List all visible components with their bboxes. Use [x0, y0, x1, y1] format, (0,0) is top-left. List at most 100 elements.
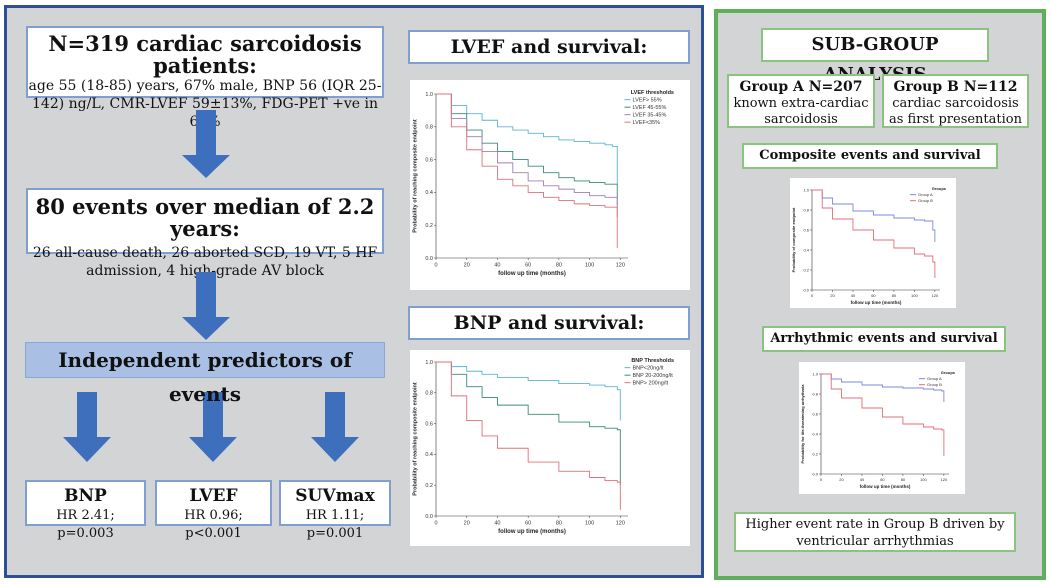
group-b-title: Group B N=112	[893, 79, 1018, 95]
series-line	[821, 373, 945, 402]
x-tick-label: 20	[464, 263, 470, 269]
x-tick-label: 20	[839, 477, 844, 482]
x-tick-label: 60	[525, 263, 531, 269]
predictor-name: BNP	[64, 486, 107, 506]
y-axis-label: Probability of reaching composite endpoi…	[413, 119, 419, 233]
x-tick-label: 100	[911, 293, 918, 298]
legend-entry: Group A	[918, 192, 933, 197]
x-tick-label: 120	[932, 293, 939, 298]
x-tick-label: 120	[616, 263, 625, 269]
legend-entry: Group B	[918, 198, 933, 203]
subgroup-title-box: SUB-GROUP ANALYSIS	[761, 28, 989, 85]
bnp-title: BNP and survival:	[453, 312, 645, 334]
y-axis-label: Probability for life-threatening arrhyth…	[800, 384, 805, 464]
events-title: 80 events over median of 2.2 years:	[35, 194, 375, 241]
legend-entry: LVEF 35-45%	[633, 113, 667, 119]
down-arrow-suvmax	[311, 392, 359, 462]
conclusion-text: Higher event rate in Group B driven by v…	[745, 517, 1005, 549]
group-b-text: cardiac sarcoidosis as first presentatio…	[889, 96, 1022, 127]
y-tick-label: 1.0	[425, 92, 433, 98]
series-line	[821, 373, 945, 456]
x-tick-label: 100	[585, 521, 594, 527]
series-line	[436, 93, 618, 185]
down-arrow-bnp	[63, 392, 111, 462]
predictors-bar: Independent predictors of events	[25, 342, 385, 406]
x-tick-label: 60	[525, 521, 531, 527]
legend-entry: BNP 20-200ng/lt	[633, 373, 674, 379]
x-tick-label: 60	[871, 293, 876, 298]
arrhythmic-survival-chart: 0 20 40 60 80 100 120 0.0 0.2 0.4 0.6 0.8 1.0 follow …	[799, 362, 965, 494]
series-line	[436, 361, 621, 421]
x-tick-label: 0	[811, 293, 814, 298]
group-b-box: Group B N=112 cardiac sarcoidosis as fir…	[882, 74, 1029, 128]
group-a-text: known extra-cardiac sarcoidosis	[733, 96, 869, 127]
down-arrow-lvef	[189, 392, 237, 462]
y-axis-label: Probability of composite endpoint	[791, 207, 796, 272]
flow-arrows	[63, 110, 359, 462]
events-box: 80 events over median of 2.2 years: 26 a…	[26, 188, 384, 279]
legend-entry: LVEF 45-55%	[633, 105, 667, 111]
x-axis-label: follow up time (months)	[498, 529, 566, 535]
x-tick-label: 40	[851, 293, 856, 298]
y-tick-label: 0.6	[425, 157, 433, 163]
x-tick-label: 120	[616, 521, 625, 527]
summary-title: N=319 cardiac sarcoidosis patients:	[48, 31, 362, 78]
predictor-stat: HR 2.41; p=0.003	[56, 508, 115, 541]
legend-entry: LVEF> 55%	[633, 98, 662, 104]
x-axis-label: follow up time (months)	[860, 484, 911, 489]
series-line	[436, 93, 618, 206]
x-tick-label: 0	[820, 477, 823, 482]
bnp-survival-chart: 0 20 40 60 80 100 120 0.0 0.2 0.4 0.6 0.8 1.0 follow …	[410, 350, 690, 546]
composite-title: Composite events and survival	[759, 148, 981, 163]
x-tick-label: 80	[892, 293, 897, 298]
y-tick-label: 0.4	[425, 190, 433, 196]
legend-title: Groups	[941, 370, 956, 375]
x-tick-label: 40	[494, 521, 500, 527]
series-line	[436, 361, 621, 486]
x-tick-label: 20	[464, 521, 470, 527]
y-tick-label: 0.2	[425, 223, 433, 229]
y-tick-label: 0.8	[425, 391, 433, 397]
y-axis-label: Probability of reaching composite endpoi…	[413, 382, 419, 496]
y-tick-label: 0.8	[425, 125, 433, 131]
legend-entry: Group B	[927, 382, 942, 387]
group-a-box: Group A N=207 known extra-cardiac sarcoi…	[727, 74, 875, 128]
y-tick-label: 0.8	[803, 207, 809, 212]
predictor-stat: HR 0.96; p<0.001	[184, 508, 243, 541]
x-tick-label: 80	[556, 521, 562, 527]
y-tick-label: 0.8	[812, 391, 818, 396]
legend-entry: BNP> 200ng/lt	[633, 381, 669, 387]
y-tick-label: 0.4	[425, 452, 433, 458]
y-tick-label: 0.6	[425, 421, 433, 427]
x-tick-label: 120	[941, 477, 948, 482]
x-tick-label: 60	[880, 477, 885, 482]
y-tick-label: 0.0	[812, 471, 818, 476]
y-tick-label: 0.2	[812, 451, 818, 456]
arrhythmic-title: Arrhythmic events and survival	[770, 331, 998, 346]
predictor-stat: HR 1.11; p=0.001	[305, 508, 365, 541]
legend-title: BNP Thresholds	[631, 358, 674, 364]
y-tick-label: 1.0	[812, 371, 818, 376]
y-tick-label: 0.0	[425, 256, 433, 262]
x-tick-label: 80	[901, 477, 906, 482]
x-tick-label: 20	[830, 293, 835, 298]
composite-title-box: Composite events and survival	[742, 143, 998, 169]
y-tick-label: 0.4	[812, 431, 818, 436]
series-line	[436, 93, 618, 249]
x-tick-label: 40	[860, 477, 865, 482]
composite-survival-chart: 0 20 40 60 80 100 120 0.0 0.2 0.4 0.6 0.8 1.0 follow …	[790, 178, 956, 308]
legend-entry: LVEF<35%	[633, 120, 661, 126]
series-line	[436, 361, 621, 510]
y-tick-label: 0.2	[803, 267, 809, 272]
lvef-title-box: LVEF and survival:	[408, 30, 690, 64]
group-a-title: Group A N=207	[739, 79, 863, 95]
conclusion-box: Higher event rate in Group B driven by v…	[734, 512, 1016, 552]
y-tick-label: 1.0	[803, 187, 809, 192]
x-axis-label: follow up time (months)	[498, 271, 566, 277]
summary-box: N=319 cardiac sarcoidosis patients: age …	[26, 26, 384, 130]
down-arrow-1	[182, 110, 230, 178]
bnp-title-box: BNP and survival:	[408, 306, 690, 340]
x-tick-label: 100	[585, 263, 594, 269]
y-tick-label: 0.6	[812, 411, 818, 416]
y-tick-label: 0.0	[425, 514, 433, 520]
